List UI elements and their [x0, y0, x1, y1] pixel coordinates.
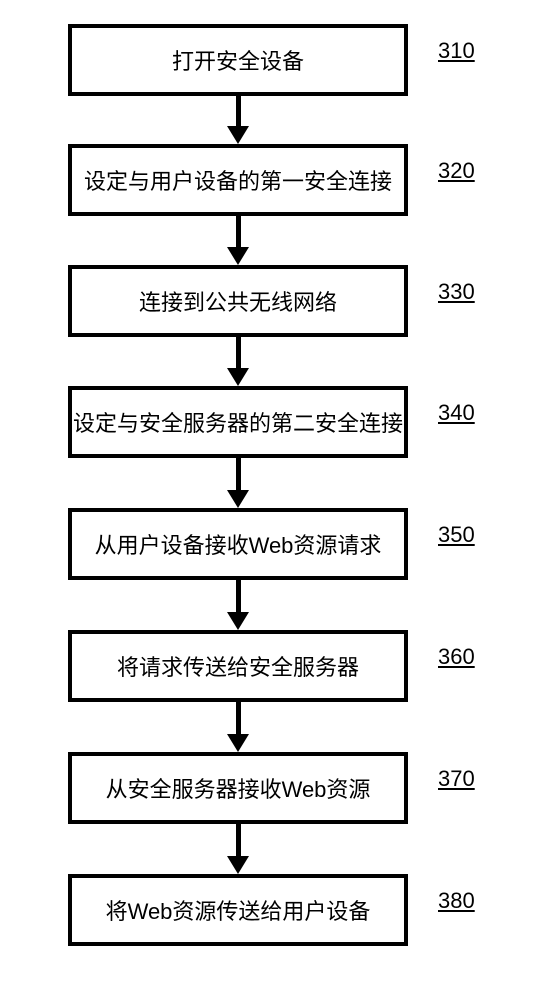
flow-step-label: 将请求传送给安全服务器	[117, 650, 359, 682]
arrow-shaft	[236, 824, 241, 856]
arrow-head-icon	[227, 734, 249, 752]
flow-step-4: 设定与安全服务器的第二安全连接	[68, 386, 408, 458]
flow-step-number: 360	[438, 644, 475, 670]
arrow-shaft	[236, 337, 241, 368]
arrow-shaft	[236, 216, 241, 247]
flow-step-label: 打开安全设备	[172, 44, 304, 76]
arrow-head-icon	[227, 126, 249, 144]
flow-step-label: 从安全服务器接收Web资源	[106, 772, 371, 804]
flow-step-2: 设定与用户设备的第一安全连接	[68, 144, 408, 216]
flow-step-label: 从用户设备接收Web资源请求	[95, 528, 382, 560]
arrow-shaft	[236, 702, 241, 734]
flow-step-1: 打开安全设备	[68, 24, 408, 96]
arrow-head-icon	[227, 247, 249, 265]
arrow-head-icon	[227, 490, 249, 508]
flow-step-number: 330	[438, 279, 475, 305]
flow-step-number: 320	[438, 158, 475, 184]
flow-step-7: 从安全服务器接收Web资源	[68, 752, 408, 824]
flow-step-number: 370	[438, 766, 475, 792]
arrow-head-icon	[227, 612, 249, 630]
arrow-head-icon	[227, 856, 249, 874]
flow-step-3: 连接到公共无线网络	[68, 265, 408, 337]
flow-step-number: 310	[438, 38, 475, 64]
flow-step-label: 将Web资源传送给用户设备	[106, 894, 371, 926]
flowchart-canvas: 打开安全设备 310 设定与用户设备的第一安全连接 320 连接到公共无线网络 330 设定…	[0, 0, 542, 1000]
flow-step-number: 340	[438, 400, 475, 426]
arrow-shaft	[236, 96, 241, 126]
arrow-shaft	[236, 458, 241, 490]
flow-step-number: 350	[438, 522, 475, 548]
arrow-shaft	[236, 580, 241, 612]
flow-step-8: 将Web资源传送给用户设备	[68, 874, 408, 946]
flow-step-6: 将请求传送给安全服务器	[68, 630, 408, 702]
flow-step-label: 设定与安全服务器的第二安全连接	[73, 406, 403, 438]
arrow-head-icon	[227, 368, 249, 386]
flow-step-label: 设定与用户设备的第一安全连接	[84, 164, 392, 196]
flow-step-5: 从用户设备接收Web资源请求	[68, 508, 408, 580]
flow-step-label: 连接到公共无线网络	[139, 285, 337, 317]
flow-step-number: 380	[438, 888, 475, 914]
